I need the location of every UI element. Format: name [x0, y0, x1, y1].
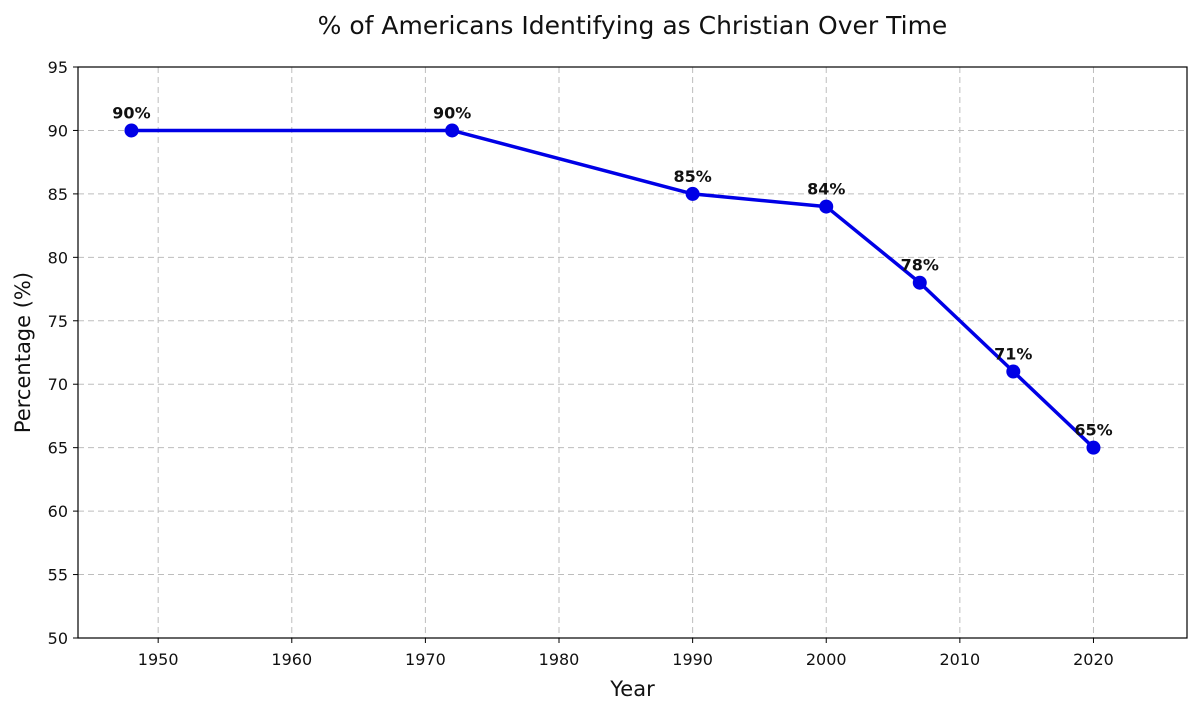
x-tick-label: 1980 [539, 650, 580, 669]
data-point [124, 123, 139, 138]
y-tick-label: 80 [48, 248, 68, 267]
data-labels: 90% 90% 85% 84% 78% 71% 65% [112, 103, 1112, 439]
y-tick-label: 60 [48, 502, 68, 521]
x-axis-label: Year [609, 677, 655, 701]
x-tick-label: 1970 [405, 650, 446, 669]
data-label: 90% [433, 103, 471, 122]
series [124, 123, 1101, 455]
data-label: 71% [994, 345, 1032, 364]
y-tick-label: 90 [48, 121, 68, 140]
x-tick-label: 2020 [1073, 650, 1114, 669]
data-label: 85% [673, 167, 711, 186]
data-point [685, 186, 700, 201]
data-point [1006, 364, 1021, 379]
data-label: 78% [901, 256, 939, 275]
y-tick-label: 95 [48, 58, 68, 77]
y-tick-label: 75 [48, 312, 68, 331]
chart-title: % of Americans Identifying as Christian … [318, 11, 948, 40]
y-axis-label: Percentage (%) [11, 272, 35, 433]
x-tick-label: 2010 [939, 650, 980, 669]
data-point [912, 275, 927, 290]
axis-ticks: 1950 1960 1970 1980 1990 2000 2010 2020 50 55 60 65… [48, 58, 1114, 669]
data-point [1086, 440, 1101, 455]
plot-frame [77, 66, 1188, 639]
x-tick-label: 1960 [271, 650, 312, 669]
data-point [819, 199, 834, 214]
y-tick-label: 55 [48, 566, 68, 585]
x-tick-label: 1950 [138, 650, 179, 669]
y-tick-label: 65 [48, 439, 68, 458]
y-tick-label: 50 [48, 629, 68, 648]
data-label: 90% [112, 103, 150, 122]
data-label: 65% [1074, 421, 1112, 440]
data-point [445, 123, 460, 138]
x-tick-label: 1990 [672, 650, 713, 669]
y-tick-label: 70 [48, 375, 68, 394]
x-tick-label: 2000 [806, 650, 847, 669]
y-tick-label: 85 [48, 185, 68, 204]
data-label: 84% [807, 180, 845, 199]
series-line [131, 128, 1095, 449]
